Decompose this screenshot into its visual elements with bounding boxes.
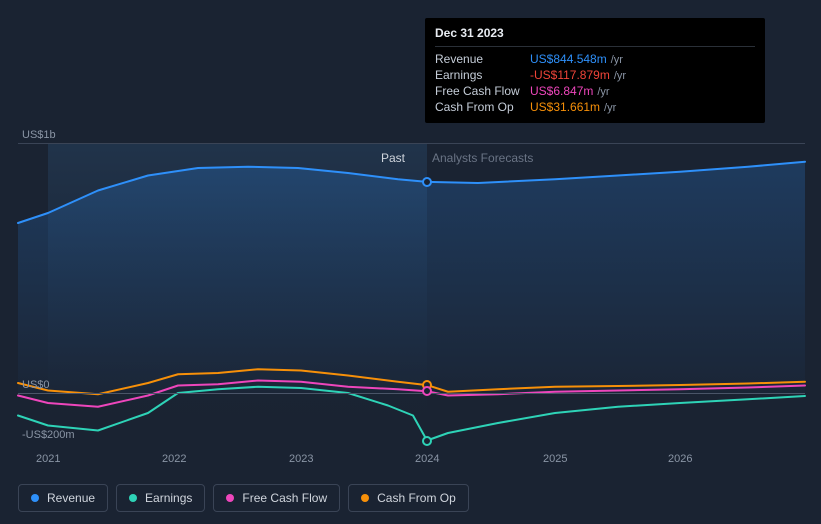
- legend-dot-icon: [226, 494, 234, 502]
- x-axis-label: 2021: [36, 453, 60, 465]
- forecast-region-label: Analysts Forecasts: [432, 151, 533, 165]
- series-marker-freeCashFlow: [422, 386, 432, 396]
- chart-zero-gridline: [18, 393, 805, 394]
- y-axis-label: US$1b: [22, 129, 56, 141]
- legend-item-label: Revenue: [47, 491, 95, 505]
- tooltip-date: Dec 31 2023: [435, 26, 755, 47]
- y-axis-label: -US$200m: [22, 429, 75, 441]
- y-axis-label: US$0: [22, 379, 50, 391]
- legend-item-label: Free Cash Flow: [242, 491, 327, 505]
- legend-dot-icon: [31, 494, 39, 502]
- legend-dot-icon: [361, 494, 369, 502]
- tooltip-row-label: Earnings: [435, 68, 530, 82]
- tooltip-row-unit: /yr: [614, 70, 626, 82]
- legend-item-label: Earnings: [145, 491, 192, 505]
- x-axis-label: 2026: [668, 453, 692, 465]
- tooltip-row: Free Cash FlowUS$6.847m/yr: [435, 83, 755, 99]
- tooltip-row-unit: /yr: [597, 86, 609, 98]
- x-axis-label: 2024: [415, 453, 439, 465]
- legend-item-cash-from-op[interactable]: Cash From Op: [348, 484, 469, 512]
- tooltip-row-label: Cash From Op: [435, 100, 530, 114]
- financial-chart: US$1bUS$0-US$200m20212022202320242025202…: [18, 125, 805, 445]
- tooltip-row-label: Revenue: [435, 52, 530, 66]
- x-axis-label: 2023: [289, 453, 313, 465]
- tooltip-row-value: US$31.661m: [530, 100, 600, 114]
- legend-item-free-cash-flow[interactable]: Free Cash Flow: [213, 484, 340, 512]
- chart-tooltip: Dec 31 2023 RevenueUS$844.548m/yrEarning…: [425, 18, 765, 123]
- legend-item-revenue[interactable]: Revenue: [18, 484, 108, 512]
- chart-top-gridline: [18, 143, 805, 144]
- tooltip-row-value: -US$117.879m: [530, 68, 610, 82]
- legend-dot-icon: [129, 494, 137, 502]
- series-marker-earnings: [422, 436, 432, 446]
- tooltip-row-unit: /yr: [604, 102, 616, 114]
- legend-item-earnings[interactable]: Earnings: [116, 484, 205, 512]
- legend-item-label: Cash From Op: [377, 491, 456, 505]
- tooltip-row-label: Free Cash Flow: [435, 84, 530, 98]
- tooltip-row-value: US$844.548m: [530, 52, 607, 66]
- x-axis-label: 2022: [162, 453, 186, 465]
- chart-legend: Revenue Earnings Free Cash Flow Cash From O…: [18, 484, 469, 512]
- chart-svg: [18, 125, 805, 445]
- past-region-label: Past: [381, 151, 405, 165]
- tooltip-row: Earnings-US$117.879m/yr: [435, 67, 755, 83]
- tooltip-row: RevenueUS$844.548m/yr: [435, 51, 755, 67]
- series-marker-revenue: [422, 177, 432, 187]
- tooltip-row-unit: /yr: [611, 54, 623, 66]
- x-axis-label: 2025: [543, 453, 567, 465]
- tooltip-row-value: US$6.847m: [530, 84, 593, 98]
- tooltip-row: Cash From OpUS$31.661m/yr: [435, 99, 755, 115]
